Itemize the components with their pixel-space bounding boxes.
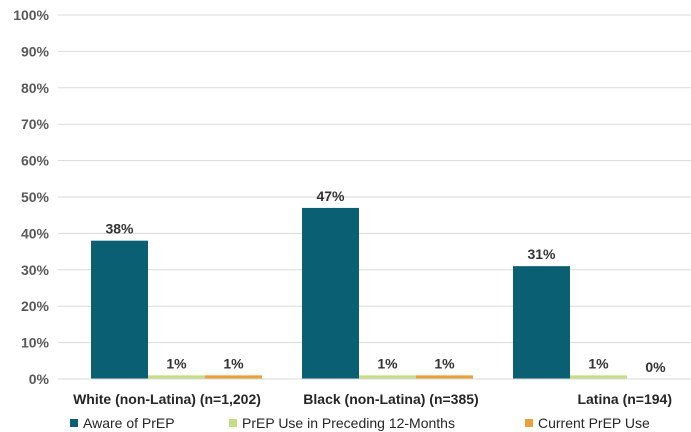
legend-label: PrEP Use in Preceding 12-Months — [242, 415, 455, 431]
legend-item: Current PrEP Use — [525, 415, 650, 431]
data-label: 1% — [588, 355, 609, 371]
bar-use-12-months — [148, 375, 205, 379]
category-labels: White (non-Latina) (n=1,202) Black (non-L… — [73, 391, 672, 407]
data-label: 1% — [377, 355, 398, 371]
bar-use-12-months — [570, 375, 627, 379]
y-tick-label: 30% — [21, 262, 50, 278]
y-tick-label: 40% — [21, 225, 50, 241]
category-label: Latina (n=194) — [577, 391, 672, 407]
data-labels: 38% 1% 1% 47% 1% 1% 31% 1% 0% — [105, 188, 666, 375]
category-label: Black (non-Latina) (n=385) — [303, 391, 478, 407]
legend-label: Aware of PrEP — [83, 415, 175, 431]
y-tick-label: 10% — [21, 335, 50, 351]
data-label: 0% — [645, 359, 666, 375]
bar-aware — [91, 240, 148, 379]
legend-swatch — [229, 419, 237, 427]
y-tick-label: 0% — [29, 371, 50, 387]
bar-aware — [513, 266, 570, 379]
legend-label: Current PrEP Use — [538, 415, 650, 431]
bars — [91, 207, 627, 379]
data-label: 1% — [434, 355, 455, 371]
y-tick-label: 80% — [21, 80, 50, 96]
data-label: 1% — [223, 355, 244, 371]
gridlines — [58, 14, 691, 344]
bar-use-12-months — [359, 375, 416, 379]
y-tick-label: 90% — [21, 43, 50, 59]
data-label: 31% — [527, 246, 556, 262]
legend-swatch — [525, 419, 533, 427]
bar-aware — [302, 207, 359, 379]
y-tick-label: 100% — [13, 7, 49, 23]
legend-item: PrEP Use in Preceding 12-Months — [229, 415, 455, 431]
y-tick-label: 60% — [21, 153, 50, 169]
legend-swatch — [70, 419, 78, 427]
bar-current-use — [416, 375, 473, 379]
y-tick-label: 20% — [21, 298, 50, 314]
y-tick-label: 70% — [21, 116, 50, 132]
data-label: 38% — [105, 221, 134, 237]
data-label: 1% — [166, 355, 187, 371]
y-tick-label: 50% — [21, 189, 50, 205]
legend-item: Aware of PrEP — [70, 415, 175, 431]
legend: Aware of PrEP PrEP Use in Preceding 12-Mo… — [70, 415, 650, 431]
data-label: 47% — [316, 188, 345, 204]
y-axis-ticks: 0% 10% 20% 30% 40% 50% 60% 70% 80% 90% 100% — [13, 7, 49, 387]
category-label: White (non-Latina) (n=1,202) — [73, 391, 261, 407]
bar-current-use — [205, 375, 262, 379]
